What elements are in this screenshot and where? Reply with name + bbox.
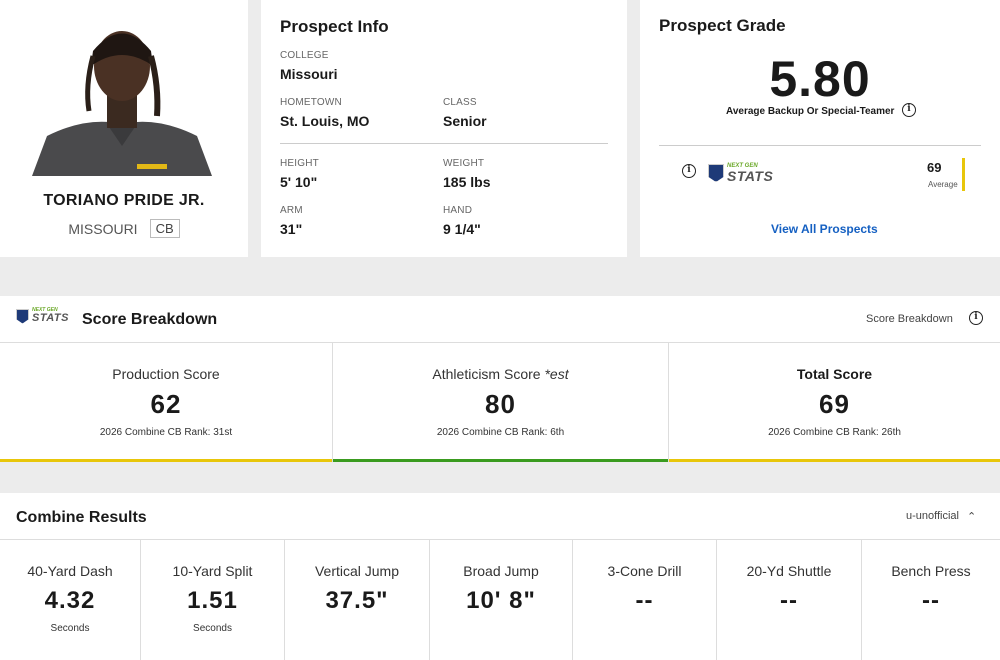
college-label: COLLEGE (280, 50, 329, 61)
combine-result-broad-jump: Broad Jump 10' 8" (430, 540, 573, 660)
combine-result-label: Vertical Jump (314, 563, 400, 579)
grade-divider (659, 145, 981, 146)
combine-result-value: -- (922, 587, 940, 614)
score-breakdown-info-icon[interactable]: i (969, 311, 983, 325)
combine-result-label: Broad Jump (463, 563, 539, 579)
combine-result-40-yard-dash: 40-Yard Dash 4.32 Seconds (0, 540, 141, 660)
combine-result-label: 3-Cone Drill (607, 563, 682, 579)
height-value: 5' 10" (280, 174, 318, 190)
combine-results-section: Combine Results u-unofficial ⌃ 40-Yard D… (0, 493, 1000, 660)
combine-result-value: 1.51 (187, 587, 238, 614)
production-score-label: Production Score (112, 366, 220, 382)
total-score-label: Total Score (796, 366, 873, 382)
score-breakdown-title: Score Breakdown (82, 311, 218, 328)
player-team: MISSOURI (68, 220, 138, 237)
college-value: Missouri (280, 66, 338, 82)
class-value: Senior (443, 113, 487, 129)
class-label: CLASS (443, 97, 477, 108)
grade-description: Average Backup Or Special-Teamer (726, 106, 895, 117)
total-score-value: 69 (819, 389, 850, 419)
total-score-bar (669, 459, 1000, 462)
grade-info-icon[interactable]: i (902, 103, 916, 117)
score-breakdown-section: NEXT GEN STATS Score Breakdown Score Bre… (0, 296, 1000, 462)
player-photo (27, 16, 217, 176)
athleticism-score-box: Athleticism Score *est 80 2026 Combine C… (333, 343, 669, 462)
combine-results-title: Combine Results (16, 509, 147, 526)
ngs-logo-bottom: STATS (727, 168, 774, 184)
prospect-grade-card: Prospect Grade 5.80 Average Backup Or Sp… (640, 0, 1000, 257)
unofficial-label: u-unofficial (906, 510, 959, 522)
prospect-grade-title: Prospect Grade (659, 16, 786, 35)
hometown-label: HOMETOWN (280, 97, 342, 108)
height-label: HEIGHT (280, 158, 319, 169)
production-score-bar (0, 459, 332, 462)
arm-value: 31" (280, 221, 303, 237)
combine-result-10-yard-split: 10-Yard Split 1.51 Seconds (141, 540, 285, 660)
prospect-info-title: Prospect Info (280, 17, 389, 36)
estimate-marker: *est (544, 366, 569, 382)
nfl-ngs-logo-small: NEXT GEN STATS (16, 308, 69, 324)
player-card: TORIANO PRIDE JR. MISSOURI CB (0, 0, 248, 257)
combine-result-value: -- (780, 587, 798, 614)
athleticism-score-bar (333, 459, 668, 462)
info-divider (280, 143, 608, 144)
ngs-score-value: 69 (927, 160, 942, 175)
combine-result-value: 10' 8" (466, 587, 536, 614)
combine-result-value: 37.5" (325, 587, 389, 614)
combine-result-unit: Seconds (193, 623, 232, 634)
weight-label: WEIGHT (443, 158, 485, 169)
total-score-box: Total Score 69 2026 Combine CB Rank: 26t… (669, 343, 1000, 462)
combine-result-unit: Seconds (50, 623, 90, 634)
combine-result-label: 40-Yard Dash (27, 563, 113, 579)
weight-value: 185 lbs (443, 174, 491, 190)
ngs-logo-top: NEXT GEN (727, 163, 758, 169)
combine-result-label: 20-Yd Shuttle (746, 563, 832, 579)
ngs-logo-top: NEXT GEN (32, 307, 58, 313)
nfl-ngs-logo: NEXT GEN STATS (708, 163, 773, 183)
ngs-score-label: Average (928, 180, 958, 189)
athleticism-score-rank: 2026 Combine CB Rank: 6th (436, 427, 565, 438)
ngs-score-bar (962, 158, 965, 191)
athleticism-score-value: 80 (485, 389, 516, 419)
combine-toggle[interactable]: u-unofficial ⌃ (906, 510, 976, 523)
ngs-info-icon[interactable]: i (682, 164, 696, 178)
grade-value: 5.80 (769, 51, 871, 107)
combine-result-bench-press: Bench Press -- (862, 540, 1000, 660)
production-score-rank: 2026 Combine CB Rank: 31st (99, 427, 233, 438)
player-subtitle: MISSOURI CB (0, 219, 248, 238)
position-badge: CB (149, 219, 180, 238)
prospect-info-card: Prospect Info COLLEGE Missouri HOMETOWN … (261, 0, 627, 257)
athleticism-score-label-text: Athleticism Score *est (432, 366, 569, 382)
combine-result-value: 4.32 (44, 587, 96, 614)
hand-value: 9 1/4" (443, 221, 481, 237)
combine-result-20-yd-shuttle: 20-Yd Shuttle -- (717, 540, 862, 660)
hometown-value: St. Louis, MO (280, 113, 370, 129)
player-name: TORIANO PRIDE JR. (43, 192, 205, 209)
total-score-rank: 2026 Combine CB Rank: 26th (768, 427, 901, 438)
combine-result-label: 10-Yard Split (172, 563, 253, 579)
combine-result-label: Bench Press (891, 563, 971, 579)
chevron-up-icon[interactable]: ⌃ (967, 511, 977, 523)
combine-result-3-cone-drill: 3-Cone Drill -- (573, 540, 717, 660)
combine-result-value: -- (635, 587, 654, 614)
combine-results-header: Combine Results u-unofficial ⌃ (0, 493, 1000, 540)
ngs-logo-bottom: STATS (32, 312, 69, 324)
nfl-shield-icon (708, 164, 724, 182)
production-score-value: 62 (150, 389, 182, 419)
production-score-box: Production Score 62 2026 Combine CB Rank… (0, 343, 333, 462)
hand-label: HAND (443, 205, 473, 216)
view-all-prospects-link[interactable]: View All Prospects (771, 222, 878, 236)
nfl-shield-icon (16, 308, 29, 324)
arm-label: ARM (280, 205, 303, 216)
combine-result-vertical-jump: Vertical Jump 37.5" (285, 540, 430, 660)
score-breakdown-right-label: Score Breakdown (866, 313, 953, 325)
score-breakdown-header: NEXT GEN STATS Score Breakdown Score Bre… (0, 296, 1000, 343)
athleticism-score-label: Athleticism Score *est (333, 366, 668, 382)
